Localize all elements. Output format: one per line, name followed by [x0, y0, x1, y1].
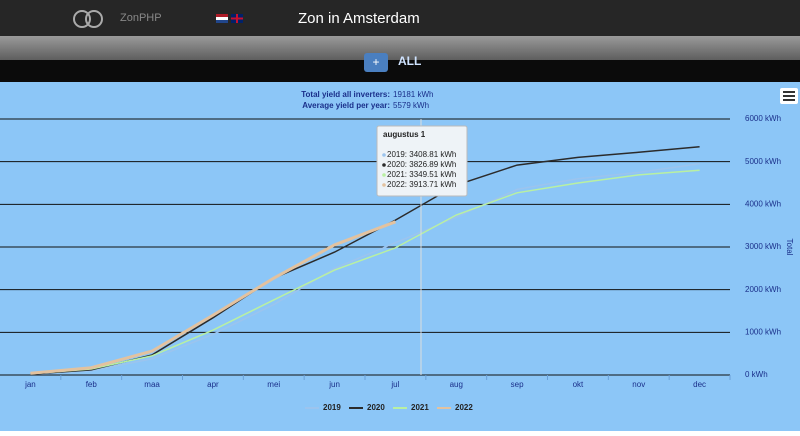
- x-tick-label: feb: [86, 380, 98, 389]
- series-line: [30, 163, 700, 375]
- y-tick-label: 1000 kWh: [745, 327, 781, 336]
- tooltip-box: [376, 125, 468, 197]
- toolbar: [0, 36, 800, 60]
- x-tick-label: mei: [267, 380, 280, 389]
- y-axis-label: Total: [785, 239, 794, 256]
- y-tick-label: 3000 kWh: [745, 242, 781, 251]
- series-line: [30, 169, 700, 375]
- x-tick-label: apr: [207, 380, 219, 389]
- legend-label: 2020: [367, 403, 385, 412]
- x-tick-label: nov: [632, 380, 645, 389]
- y-tick-label: 4000 kWh: [745, 199, 781, 208]
- legend-label: 2021: [411, 403, 429, 412]
- chart: Total yield all inverters: 19181 kWh Ave…: [0, 88, 798, 412]
- subtitle-label: Total yield all inverters:: [301, 90, 390, 99]
- top-bar: ZonPHP Zon in Amsterdam: [0, 0, 800, 36]
- x-tick-label: aug: [450, 380, 463, 389]
- y-tick-label: 6000 kWh: [745, 114, 781, 123]
- y-tick-label: 0 kWh: [745, 370, 768, 379]
- x-tick-label: maa: [144, 380, 160, 389]
- subtitle-label: Average yield per year:: [302, 101, 390, 110]
- x-tick-label: jul: [390, 380, 399, 389]
- x-tick-label: dec: [693, 380, 706, 389]
- logo-icon: [73, 10, 103, 28]
- x-tick-label: jun: [328, 380, 340, 389]
- chart-area: Total yield all inverters: 19181 kWh Ave…: [0, 82, 800, 431]
- nav-bar: + ALL: [0, 53, 800, 82]
- add-button[interactable]: +: [364, 53, 388, 72]
- tooltip-dot: [382, 153, 386, 157]
- tooltip-item: 2022: 3913.71 kWh: [387, 180, 456, 189]
- subtitle-value: 5579 kWh: [393, 101, 429, 110]
- legend-label: 2019: [323, 403, 341, 412]
- legend-label: 2022: [455, 403, 473, 412]
- logo-text: ZonPHP: [120, 12, 162, 24]
- flags[interactable]: [216, 14, 244, 24]
- tooltip-dot: [382, 173, 386, 177]
- y-tick-label: 5000 kWh: [745, 157, 781, 166]
- tooltip-item: 2019: 3408.81 kWh: [387, 150, 456, 159]
- x-tick-label: sep: [511, 380, 524, 389]
- tooltip-dot: [382, 183, 386, 187]
- tooltip-item: 2021: 3349.51 kWh: [387, 170, 456, 179]
- page-title: Zon in Amsterdam: [298, 10, 420, 27]
- x-tick-label: okt: [573, 380, 584, 389]
- x-tick-label: jan: [24, 380, 36, 389]
- menu-icon[interactable]: [780, 88, 798, 104]
- series-line: [30, 220, 396, 375]
- subtitle-value: 19181 kWh: [393, 90, 433, 99]
- tooltip-title: augustus 1: [383, 130, 426, 139]
- all-label[interactable]: ALL: [398, 54, 422, 68]
- y-tick-label: 2000 kWh: [745, 285, 781, 294]
- tooltip-item: 2020: 3826.89 kWh: [387, 160, 456, 169]
- tooltip-dot: [382, 163, 386, 167]
